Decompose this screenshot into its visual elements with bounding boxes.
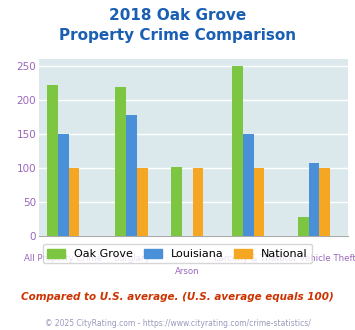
Text: Larceny & Theft: Larceny & Theft (214, 254, 283, 263)
Text: Arson: Arson (175, 267, 200, 276)
Bar (193, 168, 203, 236)
Bar (69, 168, 80, 236)
Legend: Oak Grove, Louisiana, National: Oak Grove, Louisiana, National (43, 244, 312, 263)
Text: Burglary: Burglary (113, 254, 150, 263)
Text: Property Crime Comparison: Property Crime Comparison (59, 28, 296, 43)
Text: Motor Vehicle Theft: Motor Vehicle Theft (272, 254, 355, 263)
Bar (319, 168, 330, 236)
Bar (58, 134, 69, 236)
Bar (308, 163, 319, 236)
Bar (253, 168, 264, 236)
Bar (126, 115, 137, 236)
Bar (243, 134, 253, 236)
Text: Compared to U.S. average. (U.S. average equals 100): Compared to U.S. average. (U.S. average … (21, 292, 334, 302)
Text: © 2025 CityRating.com - https://www.cityrating.com/crime-statistics/: © 2025 CityRating.com - https://www.city… (45, 319, 310, 328)
Bar (137, 168, 148, 236)
Bar (171, 167, 182, 236)
Bar (232, 66, 243, 236)
Bar (47, 85, 58, 236)
Text: 2018 Oak Grove: 2018 Oak Grove (109, 8, 246, 23)
Text: All Property Crime: All Property Crime (24, 254, 103, 263)
Bar (115, 87, 126, 236)
Bar (298, 217, 308, 236)
